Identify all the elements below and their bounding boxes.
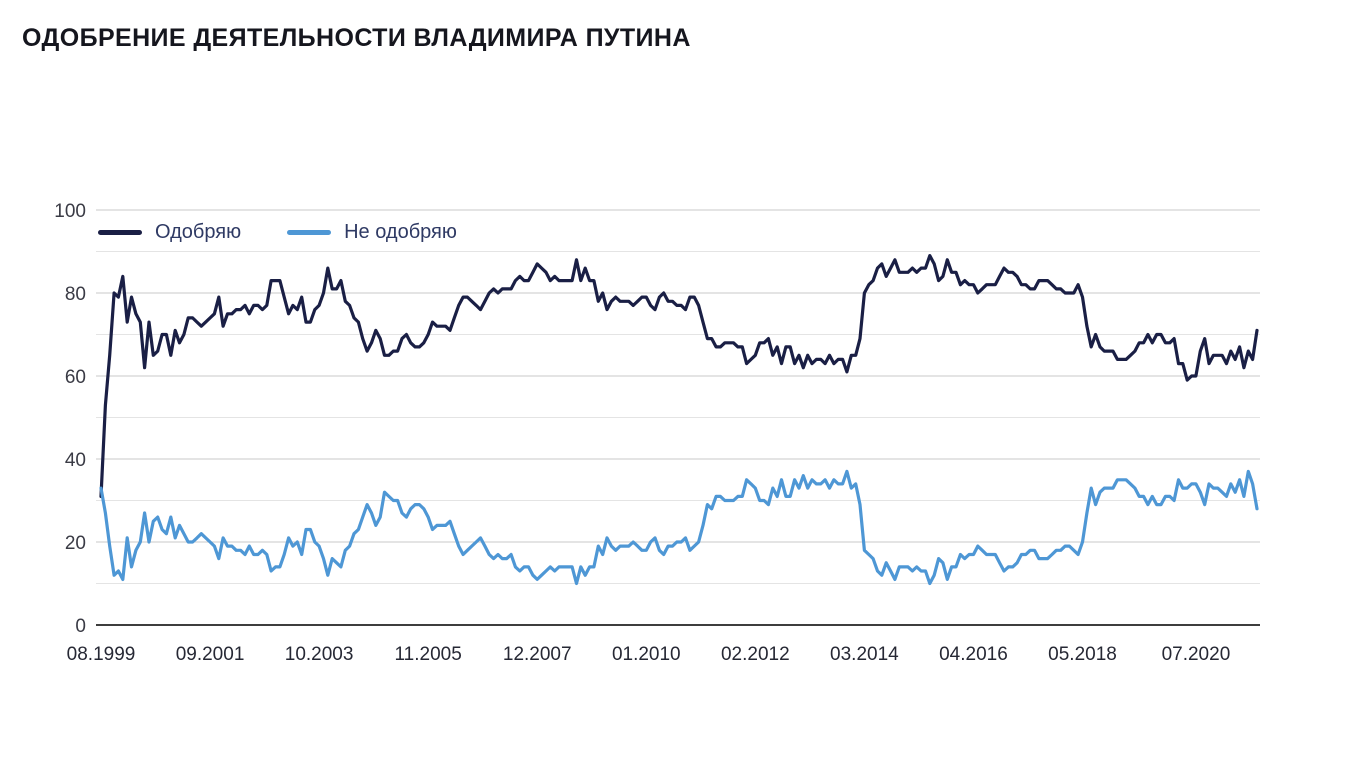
x-axis-tick-label: 05.2018 [1048, 644, 1117, 665]
x-axis-tick-label: 04.2016 [939, 644, 1008, 665]
x-axis-tick-label: 03.2014 [830, 644, 899, 665]
y-axis-tick-label: 20 [65, 533, 86, 554]
x-axis-tick-label: 07.2020 [1162, 644, 1231, 665]
disapprove-line-swatch-icon [287, 230, 332, 235]
x-axis-tick-label: 09.2001 [176, 644, 245, 665]
y-axis-tick-label: 100 [54, 201, 86, 222]
x-axis-tick-label: 02.2012 [721, 644, 790, 665]
legend-item-disapprove[interactable]: Не одобряю [287, 221, 457, 244]
approve-line-swatch-icon [98, 230, 142, 235]
legend-item-approve[interactable]: Одобряю [98, 221, 241, 244]
legend-label-approve: Одобряю [155, 221, 242, 243]
x-axis-tick-label: 08.1999 [67, 644, 136, 665]
chart-legend: Одобряю Не одобряю [98, 221, 457, 244]
x-axis-tick-label: 01.2010 [612, 644, 681, 665]
y-axis-tick-label: 80 [65, 284, 86, 305]
series-line-approve[interactable] [99, 254, 1259, 498]
y-axis-tick-label: 60 [65, 367, 86, 388]
x-axis-tick-label: 11.2005 [395, 644, 462, 665]
x-axis-tick-label: 10.2003 [285, 644, 354, 665]
y-axis-tick-label: 40 [65, 450, 86, 471]
chart-title: ОДОБРЕНИЕ ДЕЯТЕЛЬНОСТИ ВЛАДИМИРА ПУТИНА [22, 24, 691, 52]
series-line-disapprove[interactable] [99, 469, 1259, 586]
x-axis-tick-label: 12.2007 [503, 644, 572, 665]
y-axis-tick-label: 0 [75, 616, 86, 637]
legend-label-disapprove: Не одобряю [344, 221, 457, 243]
